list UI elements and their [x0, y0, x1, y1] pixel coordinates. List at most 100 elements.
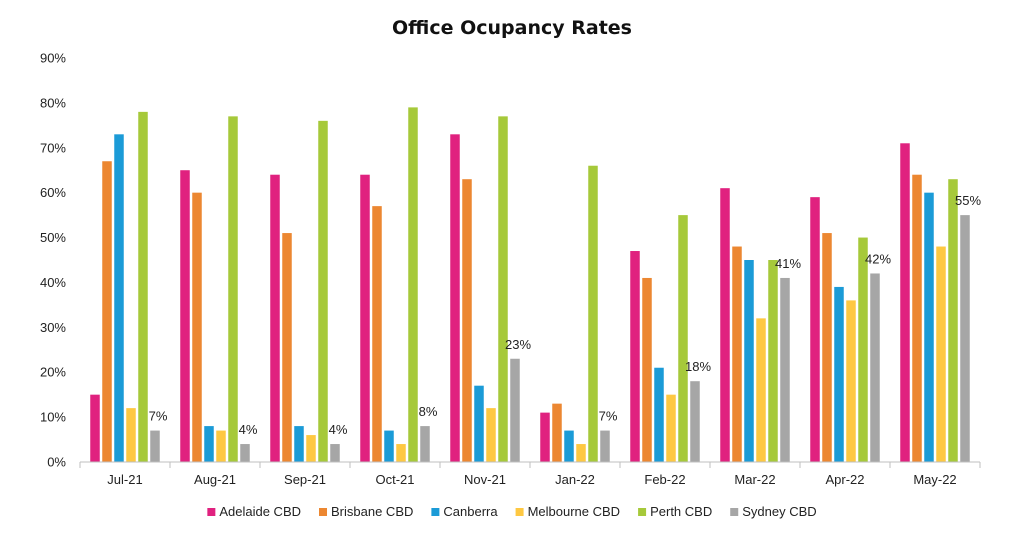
x-tick-label: Jul-21 — [107, 472, 142, 487]
bar — [384, 430, 394, 462]
legend-swatch — [730, 508, 739, 516]
bars — [90, 107, 970, 463]
legend-label: Brisbane CBD — [331, 504, 413, 519]
bar — [450, 134, 460, 463]
legend-item: Sydney CBD — [730, 504, 817, 519]
bar — [420, 426, 430, 462]
legend-item: Melbourne CBD — [515, 504, 621, 519]
data-label: 55% — [955, 193, 981, 208]
legend-swatch — [638, 508, 647, 516]
chart-title: Office Ocupancy Rates — [392, 17, 632, 39]
y-tick-label: 0% — [47, 455, 66, 470]
bar — [642, 277, 652, 462]
bar — [282, 233, 292, 462]
legend-label: Melbourne CBD — [528, 504, 621, 519]
x-tick-label: Sep-21 — [284, 472, 326, 487]
legend-item: Perth CBD — [638, 504, 712, 519]
y-axis: 0% 10% 20% 30% 40% 50% 60% 70% 80% 90% — [40, 51, 66, 470]
bar — [150, 430, 160, 462]
bar — [564, 430, 574, 462]
legend-label: Sydney CBD — [742, 504, 816, 519]
y-tick-label: 30% — [40, 320, 66, 335]
bar — [960, 215, 970, 462]
y-tick-label: 50% — [40, 230, 66, 245]
bar — [756, 318, 766, 462]
x-tick-label: Feb-22 — [644, 472, 685, 487]
data-label: 42% — [865, 251, 891, 266]
bar — [126, 408, 136, 462]
y-tick-label: 60% — [40, 185, 66, 200]
x-tick-label: Apr-22 — [825, 472, 864, 487]
bar — [822, 233, 832, 462]
bar — [678, 215, 688, 462]
legend-swatch — [207, 508, 216, 516]
bar — [228, 116, 238, 462]
bar — [690, 381, 700, 462]
bar — [192, 192, 202, 462]
y-tick-label: 80% — [40, 95, 66, 110]
bar — [912, 174, 922, 462]
bar — [270, 174, 280, 462]
legend: Adelaide CBD Brisbane CBD Canberra Melbourn… — [207, 504, 817, 519]
bar — [666, 394, 676, 462]
bar — [138, 111, 148, 462]
y-tick-label: 90% — [40, 51, 66, 66]
legend-item: Canberra — [431, 504, 498, 519]
bar — [600, 430, 610, 462]
y-tick-label: 10% — [40, 410, 66, 425]
bar — [306, 435, 316, 462]
bar — [462, 179, 472, 462]
legend-item: Brisbane CBD — [319, 504, 413, 519]
bar — [654, 367, 664, 462]
bar — [924, 192, 934, 462]
bar — [732, 246, 742, 462]
bar — [330, 444, 340, 462]
data-label: 4% — [239, 422, 258, 437]
bar — [720, 188, 730, 462]
bar — [870, 273, 880, 462]
legend-swatch — [515, 508, 524, 516]
bar — [768, 260, 778, 462]
x-tick-label: Oct-21 — [375, 472, 414, 487]
data-label: 7% — [599, 409, 618, 424]
bar — [180, 170, 190, 462]
bar — [486, 408, 496, 462]
bar — [900, 143, 910, 463]
x-tick-label: Mar-22 — [734, 472, 775, 487]
y-tick-label: 40% — [40, 275, 66, 290]
bar — [510, 358, 520, 462]
bar — [576, 444, 586, 462]
bar — [744, 260, 754, 462]
bar — [102, 161, 112, 462]
legend-label: Perth CBD — [650, 504, 712, 519]
bar — [396, 444, 406, 462]
bar — [780, 277, 790, 462]
bar — [552, 403, 562, 462]
bar — [474, 385, 484, 462]
data-label: 4% — [329, 422, 348, 437]
bar — [318, 120, 328, 462]
x-tick-label: Nov-21 — [464, 472, 506, 487]
x-tick-label: Aug-21 — [194, 472, 236, 487]
bar — [936, 246, 946, 462]
y-tick-label: 70% — [40, 140, 66, 155]
bar — [948, 179, 958, 462]
legend-swatch — [431, 508, 440, 516]
x-axis: Jul-21 Aug-21 Sep-21 Oct-21 Nov-21 Jan-22 Feb-… — [79, 461, 981, 487]
data-label: 18% — [685, 359, 711, 374]
legend-item: Adelaide CBD — [207, 504, 301, 519]
legend-swatch — [319, 508, 328, 516]
bar — [540, 412, 550, 462]
data-label: 41% — [775, 256, 801, 271]
bar — [858, 237, 868, 462]
bar — [216, 430, 226, 462]
bar — [834, 286, 844, 462]
bar — [90, 394, 100, 462]
data-label: 8% — [419, 404, 438, 419]
bar — [810, 197, 820, 462]
x-tick-label: Jan-22 — [555, 472, 595, 487]
bar — [294, 426, 304, 462]
data-labels: 7% 4% 4% 8% 23% 7% 18% 41% 42% 55% — [149, 193, 982, 437]
